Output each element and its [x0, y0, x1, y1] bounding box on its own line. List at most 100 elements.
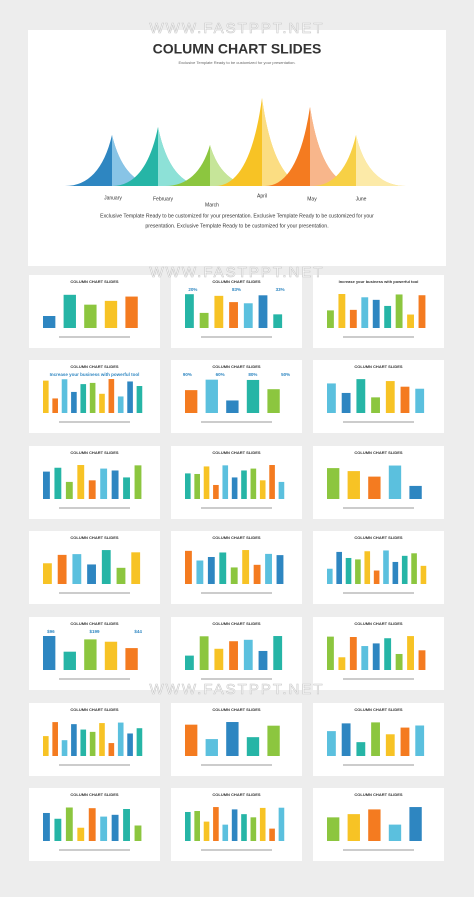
thumbnail-bar	[345, 557, 352, 584]
thumbnail-bar	[100, 816, 108, 841]
thumbnail-title: COLUMN CHART SLIDES	[354, 792, 403, 797]
thumbnail-bar	[80, 729, 87, 756]
thumbnail-bar	[273, 314, 283, 328]
thumbnail-bar	[409, 807, 422, 841]
thumbnail-bar	[111, 814, 119, 841]
thumbnail-bar	[327, 468, 340, 499]
thumbnail-bar	[384, 638, 392, 670]
watermark: WWW.FASTPPT.NET	[150, 264, 325, 281]
thumbnail-bar	[84, 304, 97, 328]
thumbnail-bar	[401, 555, 408, 584]
thumbnail-title: COLUMN CHART SLIDES	[70, 450, 119, 455]
thumbnail-bar	[371, 397, 380, 413]
thumbnail-bar	[72, 554, 82, 584]
thumbnail-bar	[116, 567, 126, 584]
month-label: March	[205, 202, 219, 208]
thumbnail-caption	[59, 592, 130, 594]
thumbnail-caption	[343, 421, 414, 423]
thumbnail-bar	[341, 723, 351, 756]
thumbnail-title: COLUMN CHART SLIDES	[212, 707, 261, 712]
thumbnail-bar	[185, 724, 198, 756]
thumbnail-caption	[343, 764, 414, 766]
peak-shade	[210, 145, 258, 186]
thumbnail-bar	[364, 551, 371, 584]
thumbnail-bar	[43, 636, 56, 670]
thumbnail-bar	[88, 808, 96, 841]
thumbnail-bar	[420, 565, 427, 584]
thumbnail-bar	[199, 636, 209, 670]
thumbnail-bar	[52, 722, 58, 756]
thumbnail-bar	[203, 466, 210, 499]
thumbnail-bar	[372, 299, 380, 328]
thumbnail-bar	[185, 390, 198, 413]
thumbnail-bar	[407, 636, 414, 670]
thumbnail-label: 90%	[183, 372, 192, 377]
thumbnail-bar	[222, 824, 229, 841]
thumbnail-bar	[259, 807, 266, 841]
thumbnail-bar	[269, 828, 275, 841]
thumbnail-bar	[250, 468, 257, 499]
thumbnail-bar	[185, 473, 191, 499]
thumbnail-bar	[43, 812, 50, 841]
thumbnail-bar	[246, 379, 260, 413]
thumbnail-bar	[415, 388, 425, 413]
peak-shade	[262, 98, 310, 186]
thumbnail-bar	[226, 400, 239, 413]
thumbnail-bar	[185, 655, 194, 670]
thumbnail-bar	[258, 295, 268, 328]
thumbnail-bar	[231, 477, 238, 499]
thumbnail-bar	[278, 481, 285, 499]
thumbnail-bar	[65, 481, 73, 499]
thumbnail-bar	[356, 742, 366, 756]
thumbnail-bar	[185, 811, 191, 841]
thumbnail-bar	[104, 300, 118, 328]
thumbnail-bar	[267, 725, 280, 756]
thumbnail-bar	[117, 396, 124, 413]
thumbnail-bar	[63, 651, 76, 670]
thumbnail-bar	[222, 465, 229, 499]
thumbnail: COLUMN CHART SLIDES 90% 60% 80% 50%	[171, 360, 302, 433]
thumbnail-caption	[343, 507, 414, 509]
thumbnail: COLUMN CHART SLIDES	[313, 531, 444, 604]
thumbnail-bar	[185, 550, 192, 584]
thumbnail-bar	[246, 737, 260, 756]
thumbnail-bar	[241, 470, 247, 499]
thumbnail-bar	[52, 398, 58, 413]
peak-shade	[310, 107, 358, 186]
thumbnail-bar	[269, 465, 275, 499]
thumbnail-bar	[418, 650, 426, 670]
slide-subtitle: Exclusive Template Ready to be customize…	[178, 60, 295, 65]
thumbnail-label: $44	[134, 629, 142, 634]
thumbnail-bar	[361, 297, 369, 328]
thumbnail-caption	[59, 849, 130, 851]
thumbnail: COLUMN CHART SLIDES	[313, 446, 444, 519]
thumbnail-bar	[123, 477, 130, 499]
thumbnail-caption	[59, 336, 130, 338]
thumbnail-bar	[194, 811, 200, 841]
thumbnail-bar	[338, 657, 346, 670]
thumbnail-bar	[409, 485, 422, 499]
thumbnail-bar	[101, 550, 111, 584]
thumbnail: COLUMN CHART SLIDES	[29, 531, 160, 604]
thumbnail-label: 80%	[248, 372, 257, 377]
thumbnail-bar	[336, 551, 342, 584]
thumbnail-bar	[229, 302, 238, 328]
thumbnail-bar	[71, 391, 77, 413]
thumbnail-title: COLUMN CHART SLIDES	[212, 279, 261, 284]
thumbnail-bar	[111, 470, 119, 499]
thumbnail-bar	[108, 743, 115, 756]
thumbnail-title: COLUMN CHART SLIDES	[212, 450, 261, 455]
thumbnail-title: COLUMN CHART SLIDES	[354, 535, 403, 540]
thumbnail-bar	[368, 809, 381, 841]
thumbnail-bar	[259, 480, 266, 499]
thumbnail-label: 33%	[276, 287, 285, 292]
thumbnail-bar	[89, 382, 96, 413]
thumbnail-caption	[201, 421, 272, 423]
thumbnail-bar	[327, 817, 340, 841]
thumbnail-caption	[59, 421, 130, 423]
thumbnail-title: Increase your business with powerful too…	[339, 279, 419, 284]
thumbnail: COLUMN CHART SLIDES	[29, 788, 160, 861]
thumbnail-bar	[43, 471, 50, 499]
thumbnail-bar	[88, 480, 96, 499]
thumbnail-bar	[243, 303, 253, 328]
